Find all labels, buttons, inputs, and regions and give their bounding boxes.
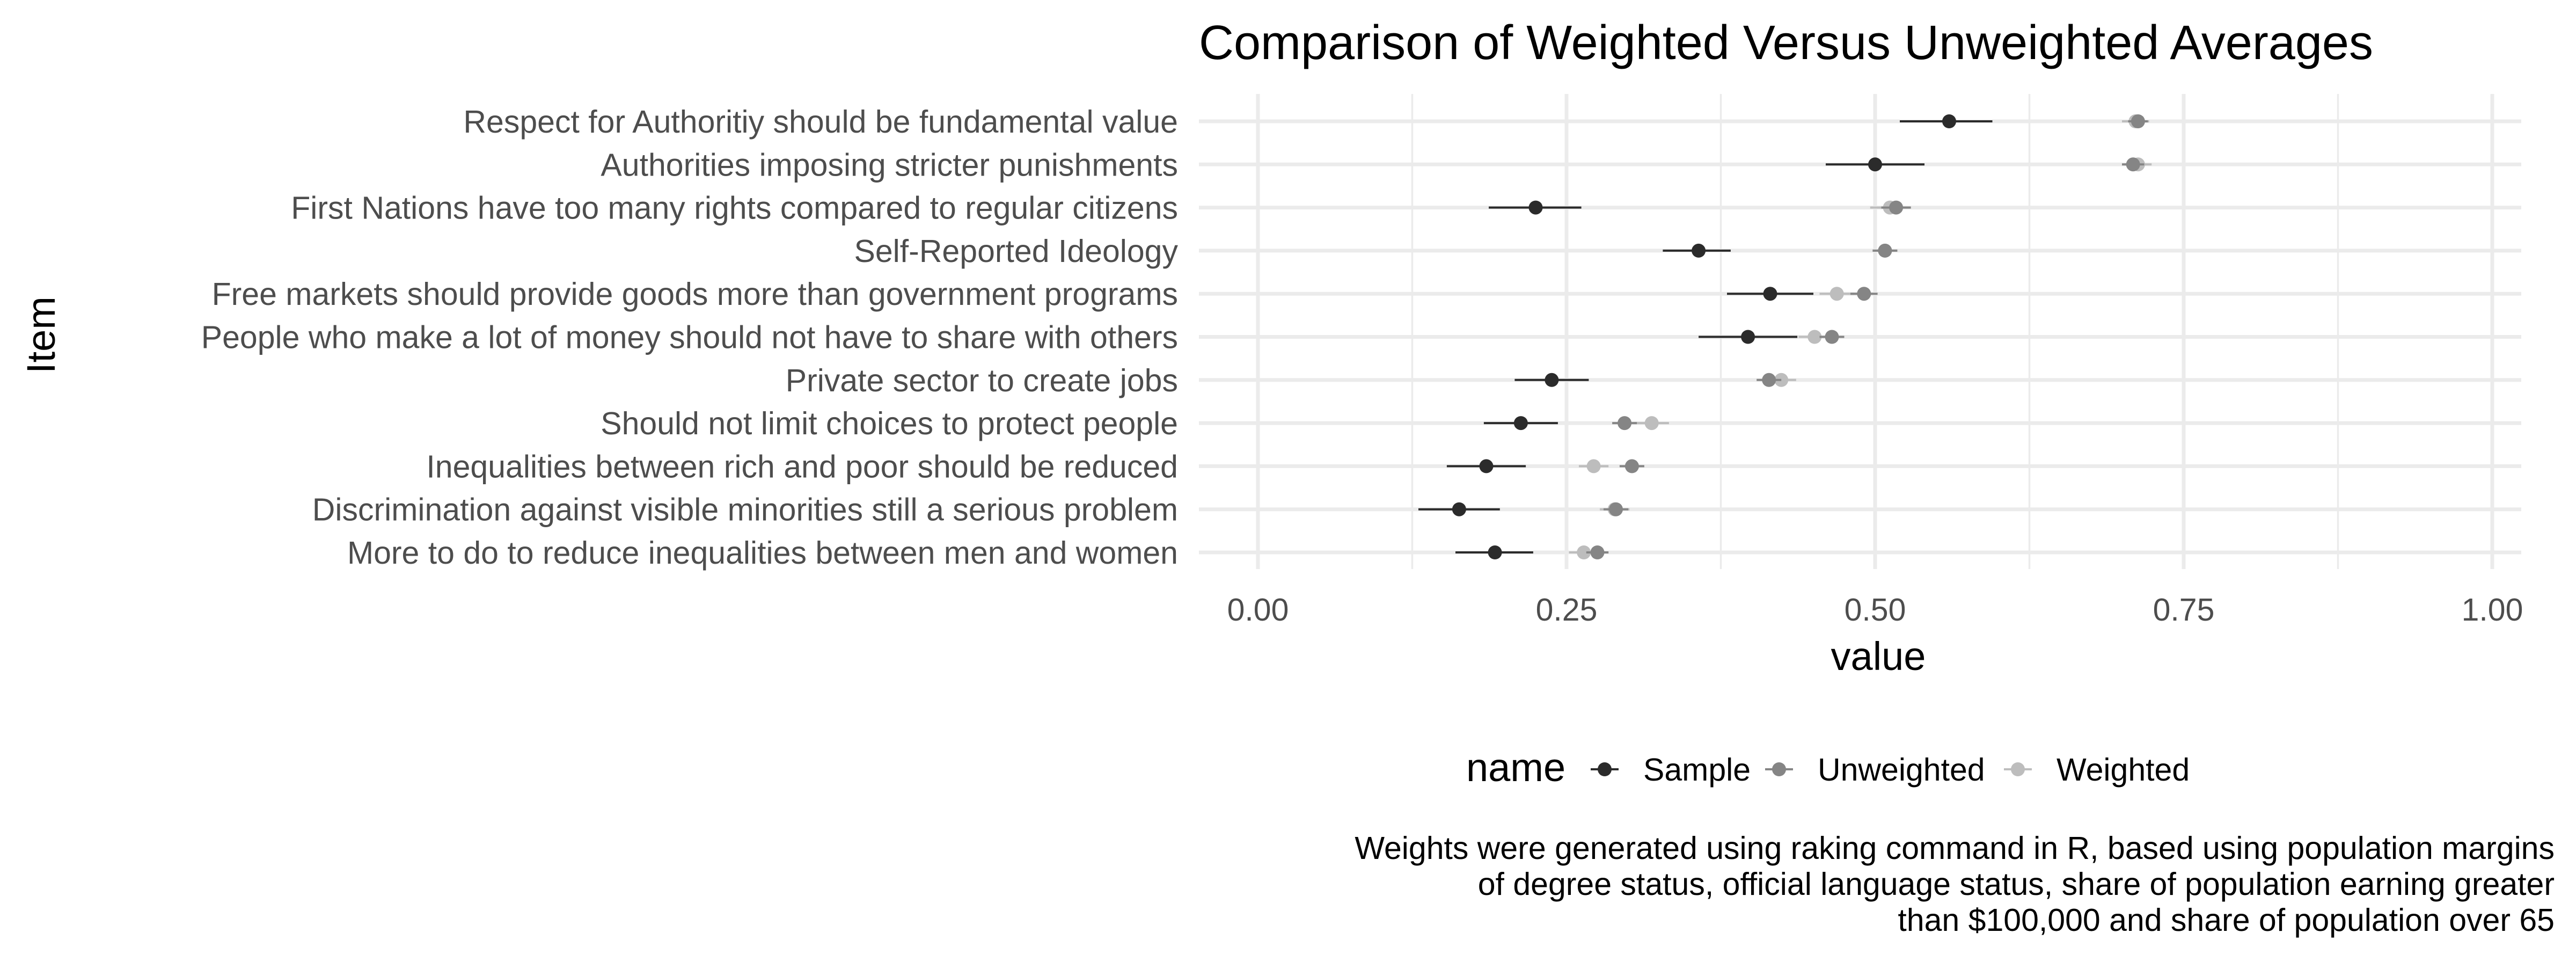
legend-label-unweighted: Unweighted [1818,752,1985,788]
unweighted-point [1624,459,1639,473]
weighted-point [1577,545,1591,559]
unweighted-point [1878,243,1892,258]
item-label: Self-Reported Ideology [854,234,1179,269]
item-label: Respect for Authoritiy should be fundame… [463,104,1178,140]
legend-title: name [1466,745,1565,790]
x-tick-label: 0.75 [2153,592,2215,628]
unweighted-point [1618,416,1632,431]
unweighted-point [2131,114,2145,128]
legend-label-sample: Sample [1643,752,1751,788]
caption-line: of degree status, official language stat… [1478,866,2555,902]
legend-key-point-unweighted [1772,762,1786,776]
x-axis-title: value [1831,634,1926,679]
caption: Weights were generated using raking comm… [1355,830,2555,938]
item-label: People who make a lot of money should no… [201,320,1178,355]
item-label: Free markets should provide goods more t… [212,276,1178,312]
sample-point [1868,157,1882,172]
legend-key-point-sample [1598,762,1612,776]
item-label: Discrimination against visible minoritie… [312,492,1178,528]
chart-title: Comparison of Weighted Versus Unweighted… [1199,16,2373,70]
unweighted-point [1590,545,1605,559]
x-tick-label: 0.00 [1227,592,1289,628]
x-tick-label: 0.50 [1845,592,1906,628]
sample-point [1942,114,1956,128]
sample-point [1741,330,1755,344]
sample-point [1452,502,1466,516]
sample-point [1763,287,1777,301]
weighted-point [1644,416,1659,431]
item-label: Inequalities between rich and poor shoul… [426,449,1178,484]
caption-line: than $100,000 and share of population ov… [1898,902,2555,938]
sample-point [1545,373,1559,387]
unweighted-point [1609,502,1623,516]
unweighted-point [2126,157,2140,172]
legend-label-weighted: Weighted [2057,752,2190,788]
unweighted-point [1762,373,1776,387]
item-label: More to do to reduce inequalities betwee… [347,535,1178,571]
sample-point [1479,459,1494,473]
x-tick-label: 1.00 [2462,592,2523,628]
sample-point [1513,416,1528,431]
item-label: Should not limit choices to protect peop… [601,406,1178,441]
unweighted-point [1825,330,1839,344]
weighted-point [1586,459,1601,473]
caption-line: Weights were generated using raking comm… [1355,830,2555,866]
unweighted-point [1889,200,1904,215]
sample-point [1488,545,1502,559]
y-axis-title: Item [19,296,63,374]
item-label: First Nations have too many rights compa… [291,191,1178,226]
sample-point [1528,200,1543,215]
x-tick-label: 0.25 [1536,592,1598,628]
x-axis-ticks: 0.00 0.25 0.50 0.75 1.00 [1227,592,2523,628]
sample-point [1692,243,1706,258]
unweighted-point [1857,287,1871,301]
data-marks [1418,114,2152,559]
item-label: Private sector to create jobs [786,363,1178,398]
y-axis-labels: Respect for Authoritiy should be fundame… [201,104,1179,571]
legend-key-point-weighted [2011,762,2025,776]
item-label: Authorities imposing stricter punishment… [601,147,1178,183]
weighted-point [1807,330,1822,344]
legend: name Sample Unweighted Weighted [1466,745,2190,790]
weighted-point [1829,287,1844,301]
